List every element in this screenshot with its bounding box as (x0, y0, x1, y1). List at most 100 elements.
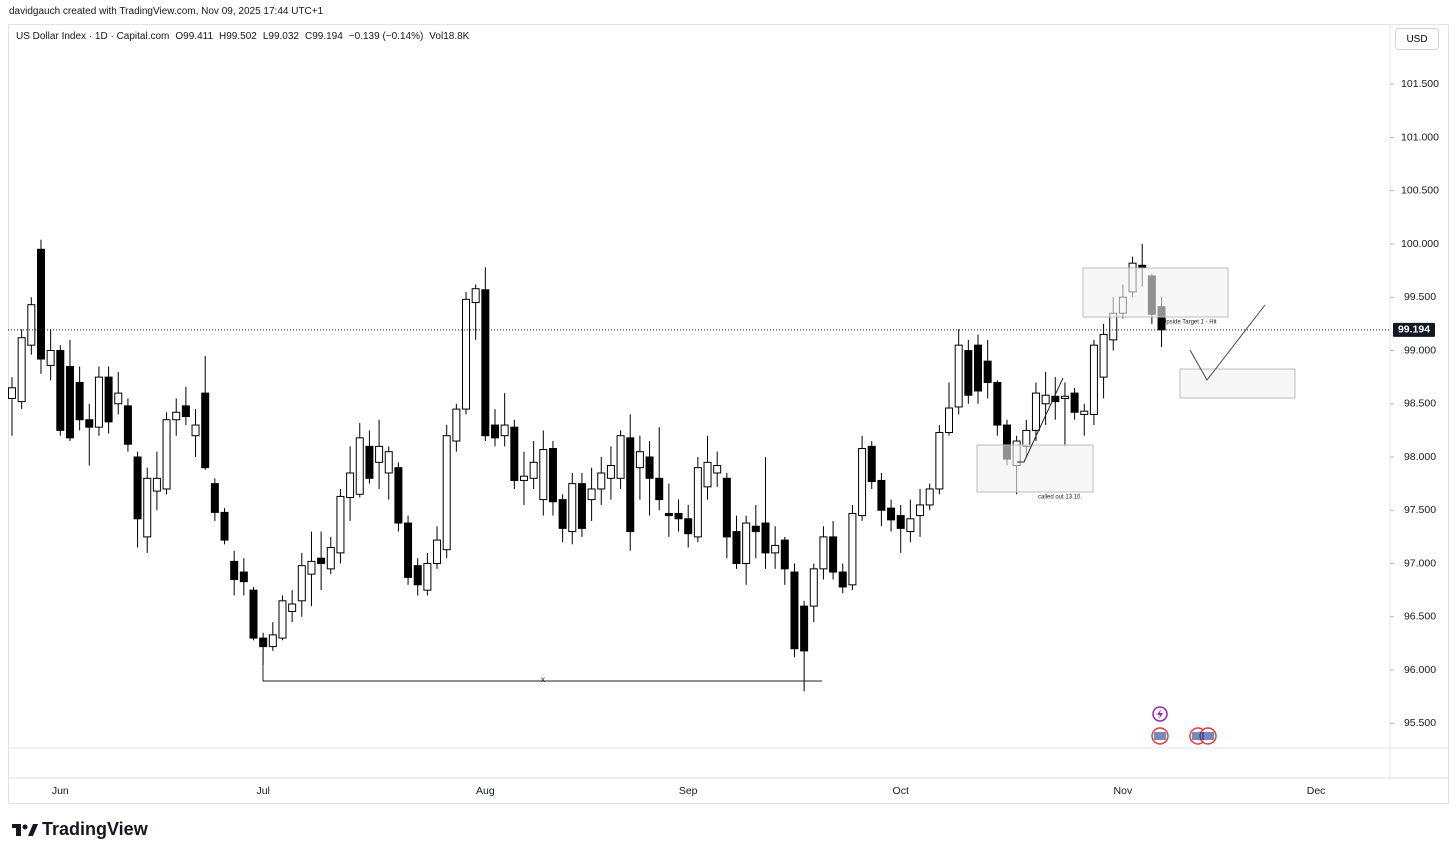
candle-body (983, 360, 992, 383)
candle-body (635, 451, 644, 469)
candle-body (1022, 429, 1031, 447)
y-tick-label: 96.000 (1404, 664, 1436, 676)
candle-body (384, 451, 393, 474)
candle-body (1041, 394, 1050, 405)
candle-body (954, 344, 963, 408)
candle-body (780, 539, 789, 570)
candle-body (8, 387, 16, 399)
candle-body (848, 512, 857, 586)
candle-body (143, 477, 152, 538)
y-tick-label: 97.000 (1404, 557, 1436, 569)
x-tick-label: Dec (1307, 785, 1326, 797)
candle-body (210, 483, 219, 513)
y-tick-label: 96.500 (1404, 611, 1436, 623)
candle-body (587, 488, 596, 501)
candle-body (462, 298, 471, 410)
candle-body (906, 518, 915, 533)
logo[interactable]: TradingView (12, 819, 148, 840)
candle-body (790, 571, 799, 650)
candle-body (375, 445, 384, 463)
ohlc-high: H99.502 (219, 31, 257, 42)
candle-body (568, 483, 577, 533)
y-tick-label: 101.500 (1401, 78, 1439, 90)
volume: Vol18.8K (429, 31, 470, 42)
annotation: x (541, 675, 545, 684)
y-tick-label: 100.000 (1401, 238, 1439, 250)
candle-body (838, 571, 847, 588)
candle-body (326, 547, 335, 570)
candle-body (17, 337, 26, 403)
y-tick-label: 99.000 (1404, 344, 1436, 356)
x-tick-label: Jul (256, 785, 269, 797)
flag (1192, 732, 1204, 740)
candle-body (355, 437, 364, 495)
drawing-box[interactable] (976, 444, 1094, 493)
candle-body (935, 432, 944, 490)
flag (1154, 732, 1166, 740)
ohlc-open: O99.411 (175, 31, 214, 42)
candle-body (829, 536, 838, 573)
candle-body (442, 435, 451, 551)
x-tick-label: Nov (1114, 785, 1133, 797)
candle-body (558, 499, 567, 529)
candle-body (481, 289, 490, 437)
candle-body (65, 365, 74, 439)
candle-body (1031, 392, 1040, 431)
annotation: Upside Target 1 - Hit (1162, 320, 1217, 326)
flag (1202, 732, 1214, 740)
drawing-box[interactable] (1082, 267, 1229, 318)
drawing-line[interactable] (262, 650, 822, 682)
logo-icon (12, 823, 38, 836)
chart-frame (8, 24, 1449, 804)
candle-body (404, 522, 413, 578)
candle-body (220, 511, 229, 541)
candle-body (433, 539, 442, 565)
currency-button[interactable]: USD (1395, 28, 1439, 50)
candle-body (771, 544, 780, 554)
candle-body (181, 405, 190, 418)
candle-body (336, 495, 345, 554)
drawing-line[interactable] (1017, 377, 1064, 463)
candle-body (191, 424, 200, 437)
candle-body (394, 467, 403, 524)
candle-body (423, 563, 432, 591)
drawing-line[interactable] (1189, 304, 1266, 381)
symbol-header: US Dollar Index · 1D · Capital.com O99.41… (16, 31, 475, 42)
candle-body (152, 477, 161, 492)
candle-body (268, 634, 277, 648)
candle-body (703, 461, 712, 488)
event-icon-glyph (1157, 709, 1163, 719)
candle-body (519, 475, 528, 481)
candle-body (94, 376, 103, 428)
candle-body (616, 435, 625, 479)
candle-body (123, 405, 132, 445)
candle-body (307, 560, 316, 575)
candle-body (365, 445, 374, 479)
x-tick-label: Sep (679, 785, 698, 797)
candle-body (742, 522, 751, 565)
candle-body (471, 288, 480, 304)
candle-body (201, 392, 210, 469)
candle-body (27, 304, 36, 346)
candle-body (510, 426, 519, 481)
x-tick-label: Jun (52, 785, 69, 797)
candle-body (809, 568, 818, 607)
candle-body (655, 477, 664, 501)
candle-body (104, 376, 113, 423)
candle-body (500, 424, 509, 437)
candle-body (36, 248, 45, 360)
candle-body (722, 477, 731, 538)
y-tick-label: 97.500 (1404, 504, 1436, 516)
candle-body (713, 465, 722, 474)
candle-body (751, 525, 760, 533)
candle-body (645, 456, 654, 479)
candle-body (974, 344, 982, 392)
drawing-box[interactable] (1179, 368, 1296, 399)
candle-body (1138, 264, 1147, 268)
candle-body (162, 419, 171, 490)
candle-body (230, 560, 239, 580)
last-price-label: 99.194 (1398, 324, 1430, 336)
change: −0.139 (−0.14%) (348, 31, 424, 42)
annotation: called out 13.10. (1038, 495, 1082, 501)
